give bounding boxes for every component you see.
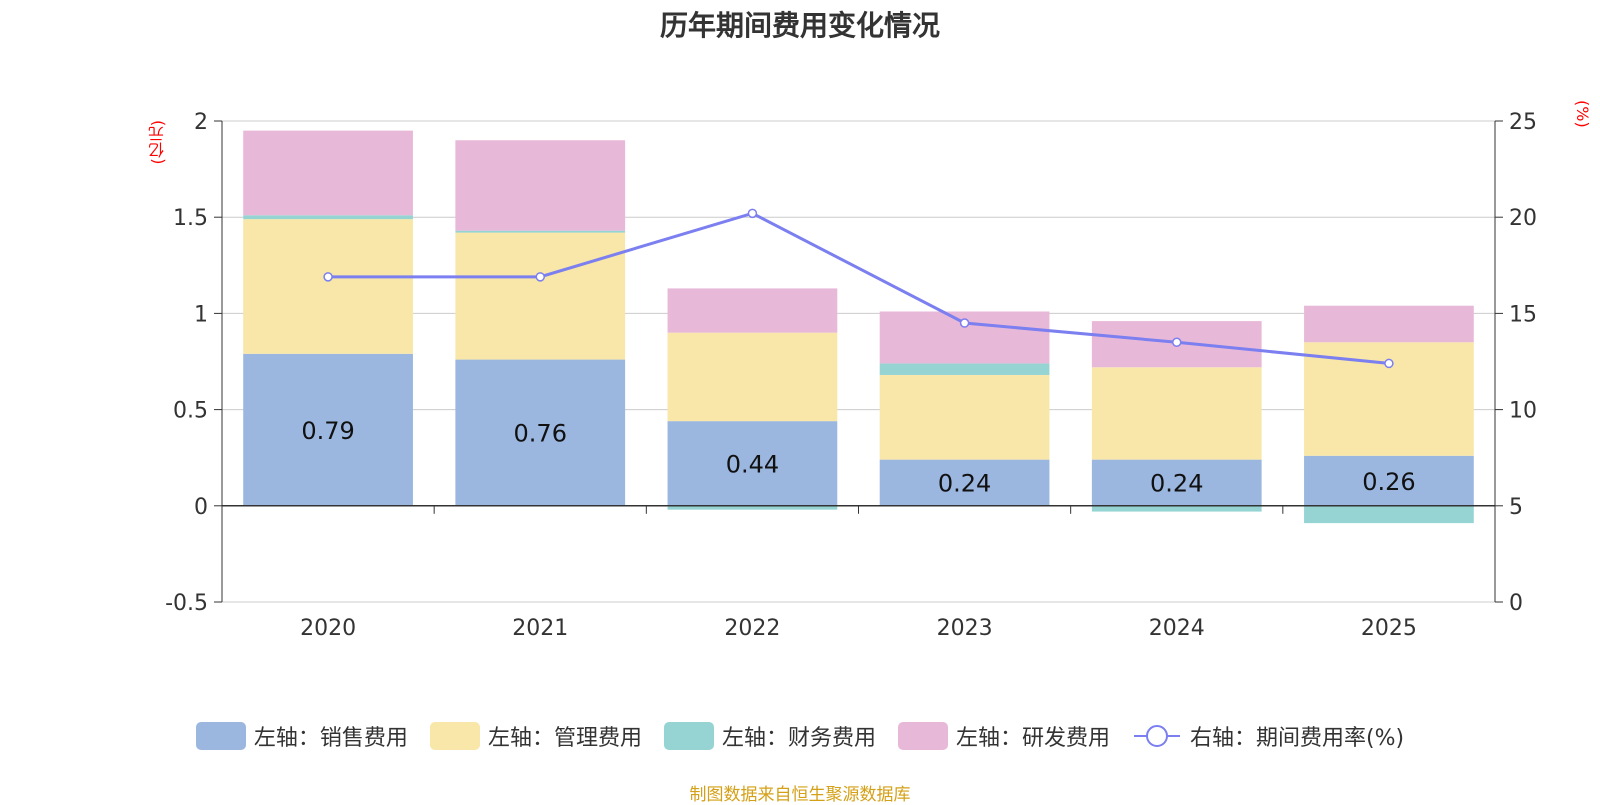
x-tick-label: 2020 xyxy=(300,616,356,641)
legend-swatch-admin xyxy=(429,722,480,750)
legend-item-admin[interactable]: 左轴：管理费用 xyxy=(429,720,642,752)
bar-segment xyxy=(455,140,626,231)
rate-point xyxy=(1384,358,1394,369)
rate-point xyxy=(1172,337,1182,348)
left-tick-label: 0 xyxy=(194,495,208,520)
legend-swatch-rnd xyxy=(897,722,948,750)
chart-title: 历年期间费用变化情况 xyxy=(659,9,940,42)
rate-line xyxy=(328,211,1390,365)
legend-swatch-finance xyxy=(663,722,714,750)
legend-label-sales: 左轴：销售费用 xyxy=(253,726,408,751)
legend-label-admin: 左轴：管理费用 xyxy=(487,726,642,751)
bar-data-label: 0.24 xyxy=(938,470,991,498)
rate-point xyxy=(959,318,970,328)
bar-segment xyxy=(1091,459,1262,506)
bar-segment xyxy=(879,374,1050,460)
right-tick-label: 0 xyxy=(1509,591,1523,616)
data-source-note: 制图数据来自恒生聚源数据库 xyxy=(689,785,911,805)
legend-item-finance[interactable]: 左轴：财务费用 xyxy=(663,720,876,752)
rate-point xyxy=(323,272,333,282)
x-tick-label: 2023 xyxy=(937,616,993,641)
bar-segment xyxy=(667,421,838,506)
bar-data-label: 0.76 xyxy=(514,420,567,448)
bar-data-label: 0.26 xyxy=(1362,468,1415,496)
right-axis-unit: (%) xyxy=(1573,100,1592,128)
bar-segment xyxy=(455,232,626,360)
left-tick-label: 1 xyxy=(194,302,208,327)
bar-segment xyxy=(1091,367,1262,460)
bar-segment xyxy=(1091,505,1262,512)
right-tick-label: 15 xyxy=(1509,302,1537,327)
bar-data-label: 0.79 xyxy=(301,417,354,445)
legend-label-finance: 左轴：财务费用 xyxy=(721,726,876,751)
bar-segment xyxy=(455,230,626,233)
bar-segment xyxy=(879,459,1050,506)
legend-label-rnd: 左轴：研发费用 xyxy=(955,726,1110,751)
bar-segment xyxy=(243,130,413,216)
legend-item-rnd[interactable]: 左轴：研发费用 xyxy=(897,720,1110,752)
bar-segment xyxy=(667,332,838,422)
left-tick-label: -0.5 xyxy=(165,591,208,616)
bar-data-label: 0.24 xyxy=(1150,470,1203,498)
legend-line-marker-icon xyxy=(1133,725,1180,747)
bar-segment xyxy=(243,353,413,506)
legend-label-rate: 右轴：期间费用率(%) xyxy=(1189,726,1405,751)
rate-point xyxy=(535,272,545,282)
bar-segment xyxy=(243,219,413,354)
bar-segment xyxy=(667,505,838,510)
right-tick-label: 10 xyxy=(1509,399,1537,424)
legend-swatch-sales xyxy=(195,722,246,750)
x-tick-label: 2024 xyxy=(1149,616,1205,641)
bar-segment xyxy=(243,215,413,220)
right-tick-label: 5 xyxy=(1509,495,1523,520)
x-tick-label: 2025 xyxy=(1361,616,1417,641)
legend-item-rate[interactable]: 右轴：期间费用率(%) xyxy=(1132,720,1404,752)
x-tick-label: 2021 xyxy=(512,616,568,641)
left-tick-label: 2 xyxy=(194,110,208,135)
bar-segment xyxy=(1304,455,1474,506)
bar-segment xyxy=(1304,505,1474,524)
right-tick-label: 25 xyxy=(1509,110,1537,135)
right-tick-label: 20 xyxy=(1509,206,1537,231)
bar-data-label: 0.44 xyxy=(726,450,779,478)
left-tick-label: 1.5 xyxy=(173,206,208,231)
bar-segment xyxy=(1304,305,1474,343)
bar-segment xyxy=(667,288,838,333)
left-tick-label: 0.5 xyxy=(173,399,208,424)
bar-segment xyxy=(879,363,1050,375)
rate-point xyxy=(747,208,758,219)
legend-item-sales[interactable]: 左轴：销售费用 xyxy=(195,720,408,752)
bar-segment xyxy=(455,359,626,506)
x-tick-label: 2022 xyxy=(724,616,780,641)
legend: 左轴：销售费用 左轴：管理费用 左轴：财务费用 左轴：研发费用 右轴：期间费用率… xyxy=(0,720,1600,752)
